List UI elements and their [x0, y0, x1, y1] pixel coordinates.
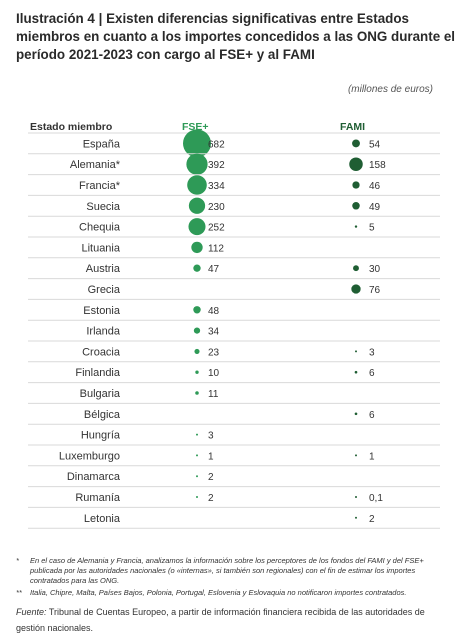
- fami-bubble: [351, 284, 361, 294]
- state-label: Suecia: [86, 201, 121, 213]
- fami-value-label: 6: [369, 368, 375, 379]
- units-label: (millones de euros): [347, 84, 433, 95]
- fse-bubble: [187, 175, 207, 195]
- chart-title: Ilustración 4 | Existen diferencias sign…: [16, 11, 456, 62]
- state-label: Chequia: [79, 222, 121, 234]
- source-note: Fuente: Tribunal de Cuentas Europeo, a p…: [16, 604, 456, 636]
- state-label: Francia*: [79, 180, 121, 192]
- footnote-2-mark: **: [16, 588, 22, 597]
- footnote-1-text: En el caso de Alemania y Francia, analiz…: [30, 556, 424, 585]
- fami-bubble: [355, 496, 357, 498]
- fse-value-label: 3: [208, 431, 214, 442]
- fami-value-label: 30: [369, 264, 381, 275]
- fse-value-label: 230: [208, 202, 225, 213]
- fami-bubble: [352, 181, 360, 189]
- fami-bubble: [349, 157, 363, 171]
- state-label: Finlandia: [75, 367, 121, 379]
- footnote-1-mark: *: [16, 556, 19, 565]
- fami-value-label: 5: [369, 223, 375, 234]
- fse-bubble: [193, 306, 201, 314]
- fami-value-label: 49: [369, 202, 381, 213]
- state-label: Austria: [86, 263, 121, 275]
- fse-bubble: [195, 391, 199, 395]
- fami-value-label: 1: [369, 451, 375, 462]
- fami-bubble: [352, 139, 360, 148]
- column-header-fami: FAMI: [340, 121, 366, 133]
- footnote-1: * En el caso de Alemania y Francia, anal…: [16, 556, 456, 586]
- state-label: Estonia: [83, 305, 121, 317]
- state-label: Alemania*: [70, 159, 121, 171]
- state-label: Lituania: [81, 242, 120, 254]
- state-label: España: [83, 138, 121, 150]
- fami-value-label: 2: [369, 514, 375, 525]
- fami-value-label: 0,1: [369, 493, 383, 504]
- fse-value-label: 334: [208, 181, 225, 192]
- state-label: Dinamarca: [67, 471, 121, 483]
- fse-bubble: [183, 129, 211, 158]
- source-label: Fuente:: [16, 607, 47, 617]
- fse-value-label: 2: [208, 472, 214, 483]
- fse-value-label: 48: [208, 306, 220, 317]
- fami-bubble: [355, 516, 357, 519]
- source-text: Tribunal de Cuentas Europeo, a partir de…: [16, 607, 425, 633]
- fse-value-label: 252: [208, 223, 225, 234]
- fami-value-label: 76: [369, 285, 381, 296]
- state-label: Croacia: [82, 346, 121, 358]
- fse-bubble: [193, 264, 201, 272]
- fami-value-label: 46: [369, 181, 381, 192]
- column-header-state: Estado miembro: [30, 121, 113, 133]
- state-label: Grecia: [88, 284, 121, 296]
- fse-bubble: [196, 475, 198, 478]
- fami-bubble: [354, 370, 358, 374]
- fse-value-label: 10: [208, 368, 220, 379]
- fse-bubble: [196, 454, 198, 457]
- fse-bubble: [186, 153, 208, 175]
- fse-value-label: 2: [208, 493, 214, 504]
- fami-bubble: [354, 412, 358, 416]
- fse-bubble: [195, 370, 199, 374]
- fami-bubble: [355, 454, 357, 457]
- state-label: Hungría: [81, 430, 121, 442]
- fse-value-label: 112: [208, 243, 224, 254]
- fse-value-label: 392: [208, 160, 225, 171]
- state-label: Rumanía: [75, 492, 121, 504]
- fse-value-label: 682: [208, 139, 225, 150]
- fami-value-label: 3: [369, 347, 375, 358]
- fami-value-label: 158: [369, 160, 386, 171]
- state-label: Irlanda: [86, 326, 121, 338]
- footnote-2: ** Italia, Chipre, Malta, Países Bajos, …: [16, 588, 456, 598]
- state-label: Bélgica: [84, 409, 121, 421]
- fse-value-label: 11: [208, 389, 219, 400]
- state-label: Letonia: [84, 513, 121, 525]
- fse-bubble: [191, 241, 203, 254]
- fse-bubble: [196, 433, 198, 436]
- state-label: Bulgaria: [80, 388, 121, 400]
- fse-value-label: 23: [208, 347, 220, 358]
- fami-value-label: 6: [369, 410, 375, 421]
- fse-value-label: 1: [208, 451, 214, 462]
- fse-bubble: [188, 218, 206, 236]
- fami-bubble: [352, 202, 360, 210]
- fami-bubble: [353, 265, 359, 272]
- fse-value-label: 34: [208, 327, 220, 338]
- fse-bubble: [188, 197, 206, 214]
- state-label: Luxemburgo: [59, 450, 120, 462]
- fse-bubble: [194, 348, 200, 354]
- fami-bubble: [355, 350, 357, 353]
- fami-value-label: 54: [369, 139, 381, 150]
- footnote-2-text: Italia, Chipre, Malta, Países Bajos, Pol…: [30, 588, 407, 597]
- fse-bubble: [196, 496, 198, 498]
- fami-bubble: [354, 225, 358, 228]
- column-header-fse: FSE+: [182, 121, 209, 133]
- fse-value-label: 47: [208, 264, 220, 275]
- fse-bubble: [193, 327, 201, 334]
